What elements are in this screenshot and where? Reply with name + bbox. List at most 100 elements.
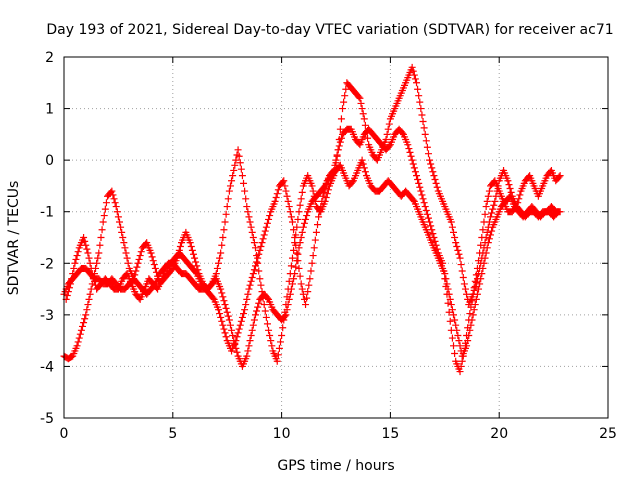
data-point — [133, 263, 141, 271]
data-point — [268, 342, 276, 350]
data-point — [286, 208, 294, 216]
data-point — [385, 120, 393, 128]
data-point — [408, 63, 416, 71]
data-point — [220, 226, 228, 234]
data-point — [245, 213, 253, 221]
data-point — [429, 230, 437, 238]
data-point — [93, 259, 101, 267]
data-point — [305, 281, 313, 289]
data-point — [514, 199, 522, 207]
data-point — [360, 164, 368, 172]
data-point — [309, 252, 317, 260]
data-point — [484, 239, 492, 247]
data-point — [422, 206, 430, 214]
data-point — [483, 244, 491, 252]
data-point — [385, 142, 393, 150]
data-point — [214, 306, 222, 314]
data-point — [224, 195, 232, 203]
data-point — [292, 263, 300, 271]
data-point — [447, 301, 455, 309]
data-point — [265, 326, 273, 334]
data-point — [382, 136, 390, 144]
data-point — [426, 156, 434, 164]
data-point — [348, 178, 356, 186]
data-point — [223, 203, 231, 211]
data-point — [246, 218, 254, 226]
data-point — [213, 264, 221, 272]
data-point — [302, 301, 310, 309]
data-point — [263, 219, 271, 227]
data-point — [244, 347, 252, 355]
data-point — [364, 134, 372, 142]
data-point — [217, 285, 225, 293]
data-point — [478, 270, 486, 278]
data-point — [482, 234, 490, 241]
data-point — [221, 329, 229, 337]
data-point — [427, 222, 435, 230]
data-point — [80, 319, 88, 327]
data-point — [515, 195, 523, 203]
data-point — [302, 215, 310, 223]
data-point — [96, 241, 104, 249]
data-point — [222, 210, 230, 218]
data-point — [479, 264, 487, 272]
data-point — [236, 159, 244, 167]
data-point — [472, 279, 480, 287]
data-point — [123, 254, 131, 262]
data-point — [84, 301, 92, 309]
data-point — [271, 197, 279, 205]
data-point — [297, 280, 305, 288]
data-point — [490, 201, 498, 209]
data-point — [245, 285, 253, 293]
data-point — [222, 333, 230, 341]
data-point — [238, 313, 246, 321]
data-point — [298, 228, 306, 236]
data-point — [135, 255, 143, 263]
y-tick-label: -3 — [40, 308, 54, 324]
data-point — [257, 243, 265, 251]
data-point — [242, 301, 250, 309]
data-point — [452, 321, 460, 329]
data-point — [310, 192, 318, 200]
data-point — [280, 316, 288, 324]
data-point — [448, 334, 456, 342]
data-point — [488, 209, 496, 217]
data-point — [75, 334, 83, 342]
data-point — [233, 348, 241, 356]
plot-frame — [63, 56, 609, 419]
data-point — [355, 93, 363, 101]
data-point — [250, 316, 258, 324]
data-point — [336, 125, 344, 133]
data-point — [84, 249, 92, 257]
data-point — [251, 262, 259, 270]
data-point — [417, 105, 425, 113]
data-point — [293, 249, 301, 257]
data-point — [411, 75, 419, 83]
data-point — [466, 326, 474, 334]
data-point — [237, 165, 245, 173]
data-point — [320, 188, 328, 196]
data-point — [86, 259, 94, 267]
data-point — [431, 237, 439, 245]
data-point — [258, 239, 266, 247]
data-point — [445, 290, 453, 298]
data-point — [294, 257, 302, 265]
data-point — [456, 342, 464, 350]
data-point — [64, 288, 72, 296]
data-point — [241, 187, 249, 195]
data-point — [98, 226, 106, 234]
data-point — [65, 284, 73, 292]
y-tick-label: 2 — [45, 50, 54, 66]
data-point — [86, 290, 94, 298]
data-point — [489, 205, 497, 213]
data-point — [285, 203, 293, 211]
data-point — [359, 110, 367, 118]
data-point — [229, 172, 237, 180]
data-point — [420, 199, 428, 207]
data-point — [460, 280, 468, 288]
data-point — [463, 342, 471, 350]
data-point — [214, 259, 222, 267]
data-point — [281, 182, 289, 190]
data-point — [248, 326, 256, 334]
